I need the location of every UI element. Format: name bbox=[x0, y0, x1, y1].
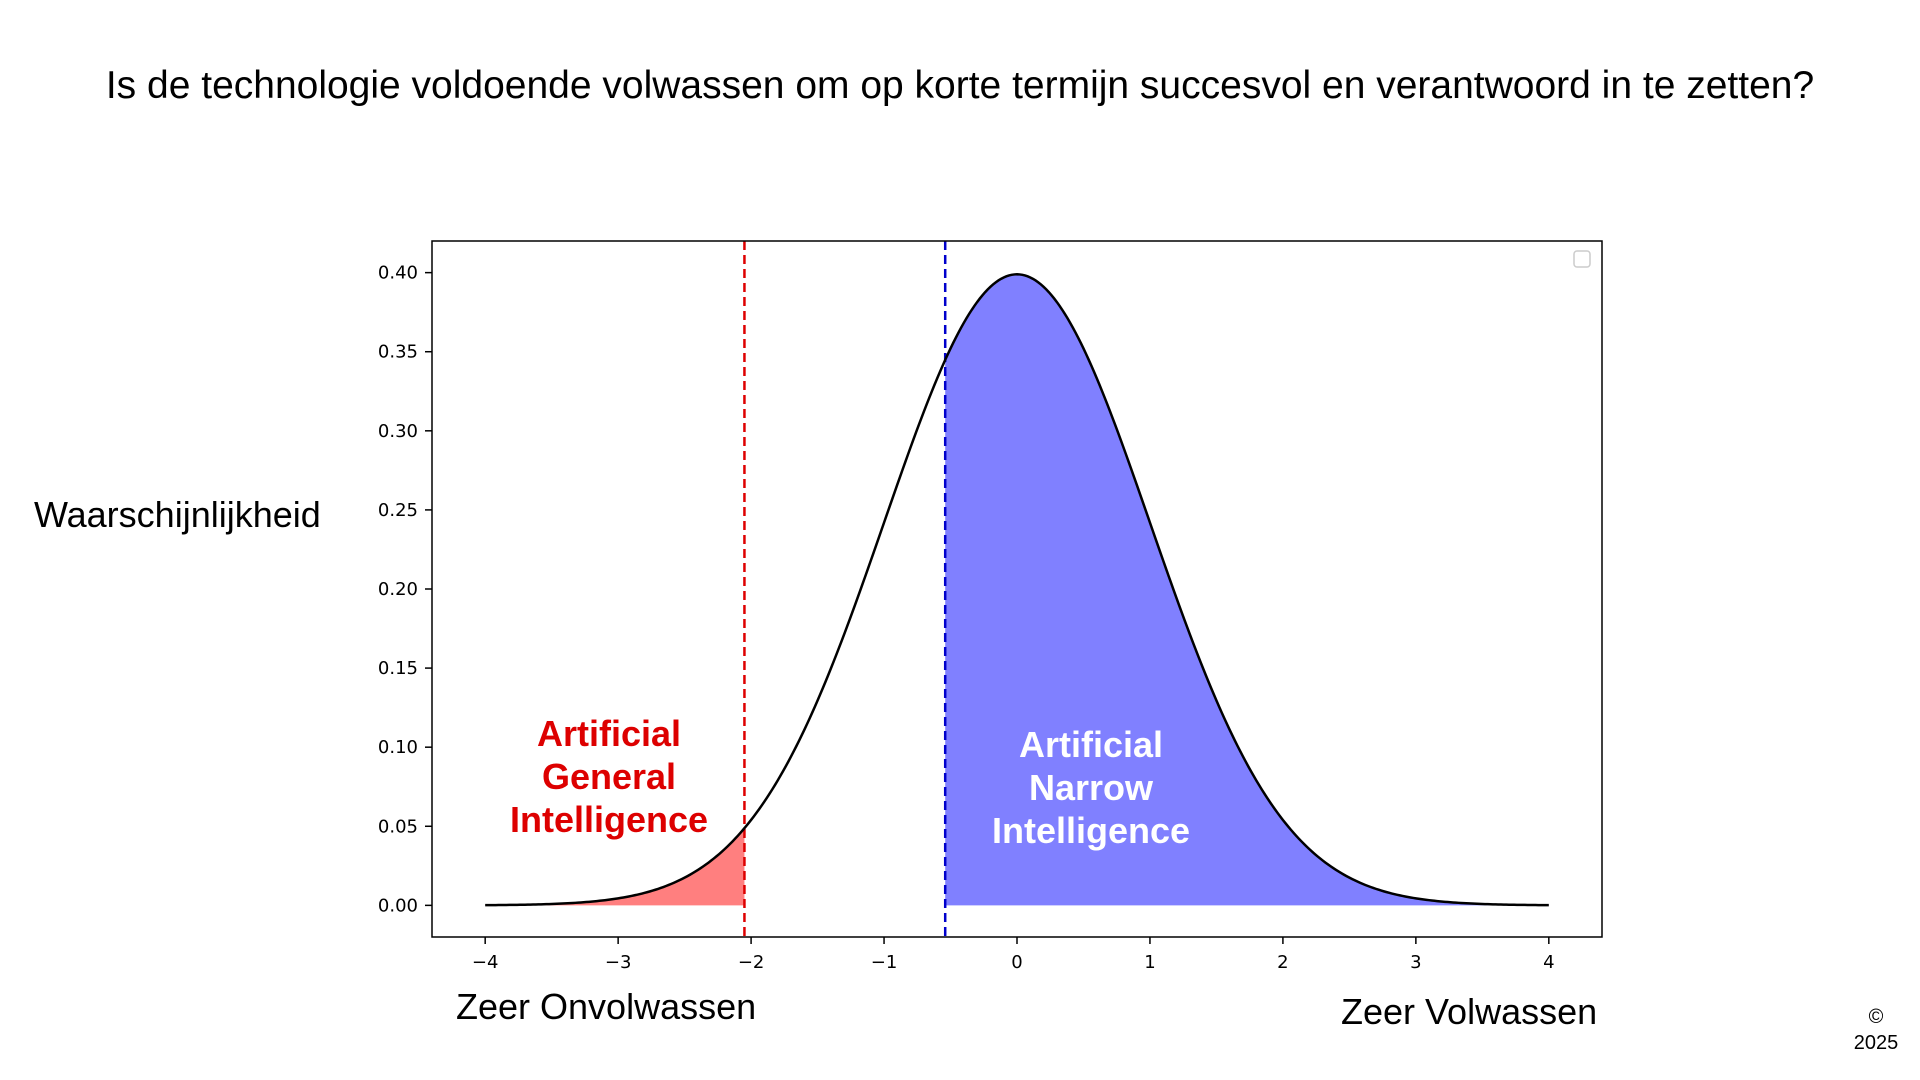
region-fill-0 bbox=[485, 828, 745, 906]
y-tick-label: 0.40 bbox=[378, 263, 418, 284]
x-tick-label: 3 bbox=[1410, 952, 1421, 973]
region-fills bbox=[485, 274, 1549, 906]
y-ticks: 0.00 0.05 0.10 0.15 0.20 0.25 0.30 0.35 0.40 bbox=[378, 263, 432, 916]
x-tick-label: −1 bbox=[871, 952, 898, 973]
copyright-symbol: © bbox=[1868, 1006, 1884, 1028]
x-axis-label-left: Zeer Onvolwassen bbox=[456, 986, 757, 1027]
region-label-0: Artificial General Intelligence bbox=[510, 713, 708, 840]
region-label-line: Intelligence bbox=[992, 810, 1190, 851]
region-label-line: General bbox=[542, 756, 676, 797]
x-tick-label: 0 bbox=[1011, 952, 1022, 973]
y-tick-label: 0.15 bbox=[378, 658, 418, 679]
legend-box bbox=[1573, 250, 1591, 268]
y-tick-label: 0.25 bbox=[378, 500, 418, 521]
x-tick-label: 2 bbox=[1277, 952, 1288, 973]
threshold-lines bbox=[743, 241, 947, 937]
region-fill-1 bbox=[945, 274, 1549, 906]
slide-title: Is de technologie voldoende volwassen om… bbox=[105, 64, 1815, 107]
copyright-notice: © 2025 bbox=[1846, 1004, 1906, 1056]
y-tick-label: 0.30 bbox=[378, 421, 418, 442]
region-label-line: Artificial bbox=[537, 713, 681, 754]
x-tick-label: 4 bbox=[1543, 952, 1554, 973]
y-tick-label: 0.10 bbox=[378, 737, 418, 758]
copyright-year: 2025 bbox=[1853, 1032, 1899, 1054]
y-tick-label: 0.35 bbox=[378, 342, 418, 363]
x-tick-label: −3 bbox=[605, 952, 632, 973]
y-axis-label: Waarschijnlijkheid bbox=[34, 494, 321, 535]
x-tick-label: 1 bbox=[1144, 952, 1155, 973]
y-tick-label: 0.05 bbox=[378, 816, 418, 837]
region-label-1: Artificial Narrow Intelligence bbox=[992, 724, 1190, 851]
x-ticks: −4 −3 −2 −1 0 1 2 3 4 bbox=[472, 937, 1555, 973]
x-tick-label: −2 bbox=[738, 952, 765, 973]
region-label-line: Narrow bbox=[1029, 767, 1154, 808]
region-label-line: Artificial bbox=[1019, 724, 1163, 765]
y-tick-label: 0.00 bbox=[378, 895, 418, 916]
x-tick-label: −4 bbox=[472, 952, 499, 973]
y-tick-label: 0.20 bbox=[378, 579, 418, 600]
x-axis-label-right: Zeer Volwassen bbox=[1341, 991, 1598, 1032]
density-curve bbox=[485, 273, 1549, 907]
region-label-line: Intelligence bbox=[510, 799, 708, 840]
